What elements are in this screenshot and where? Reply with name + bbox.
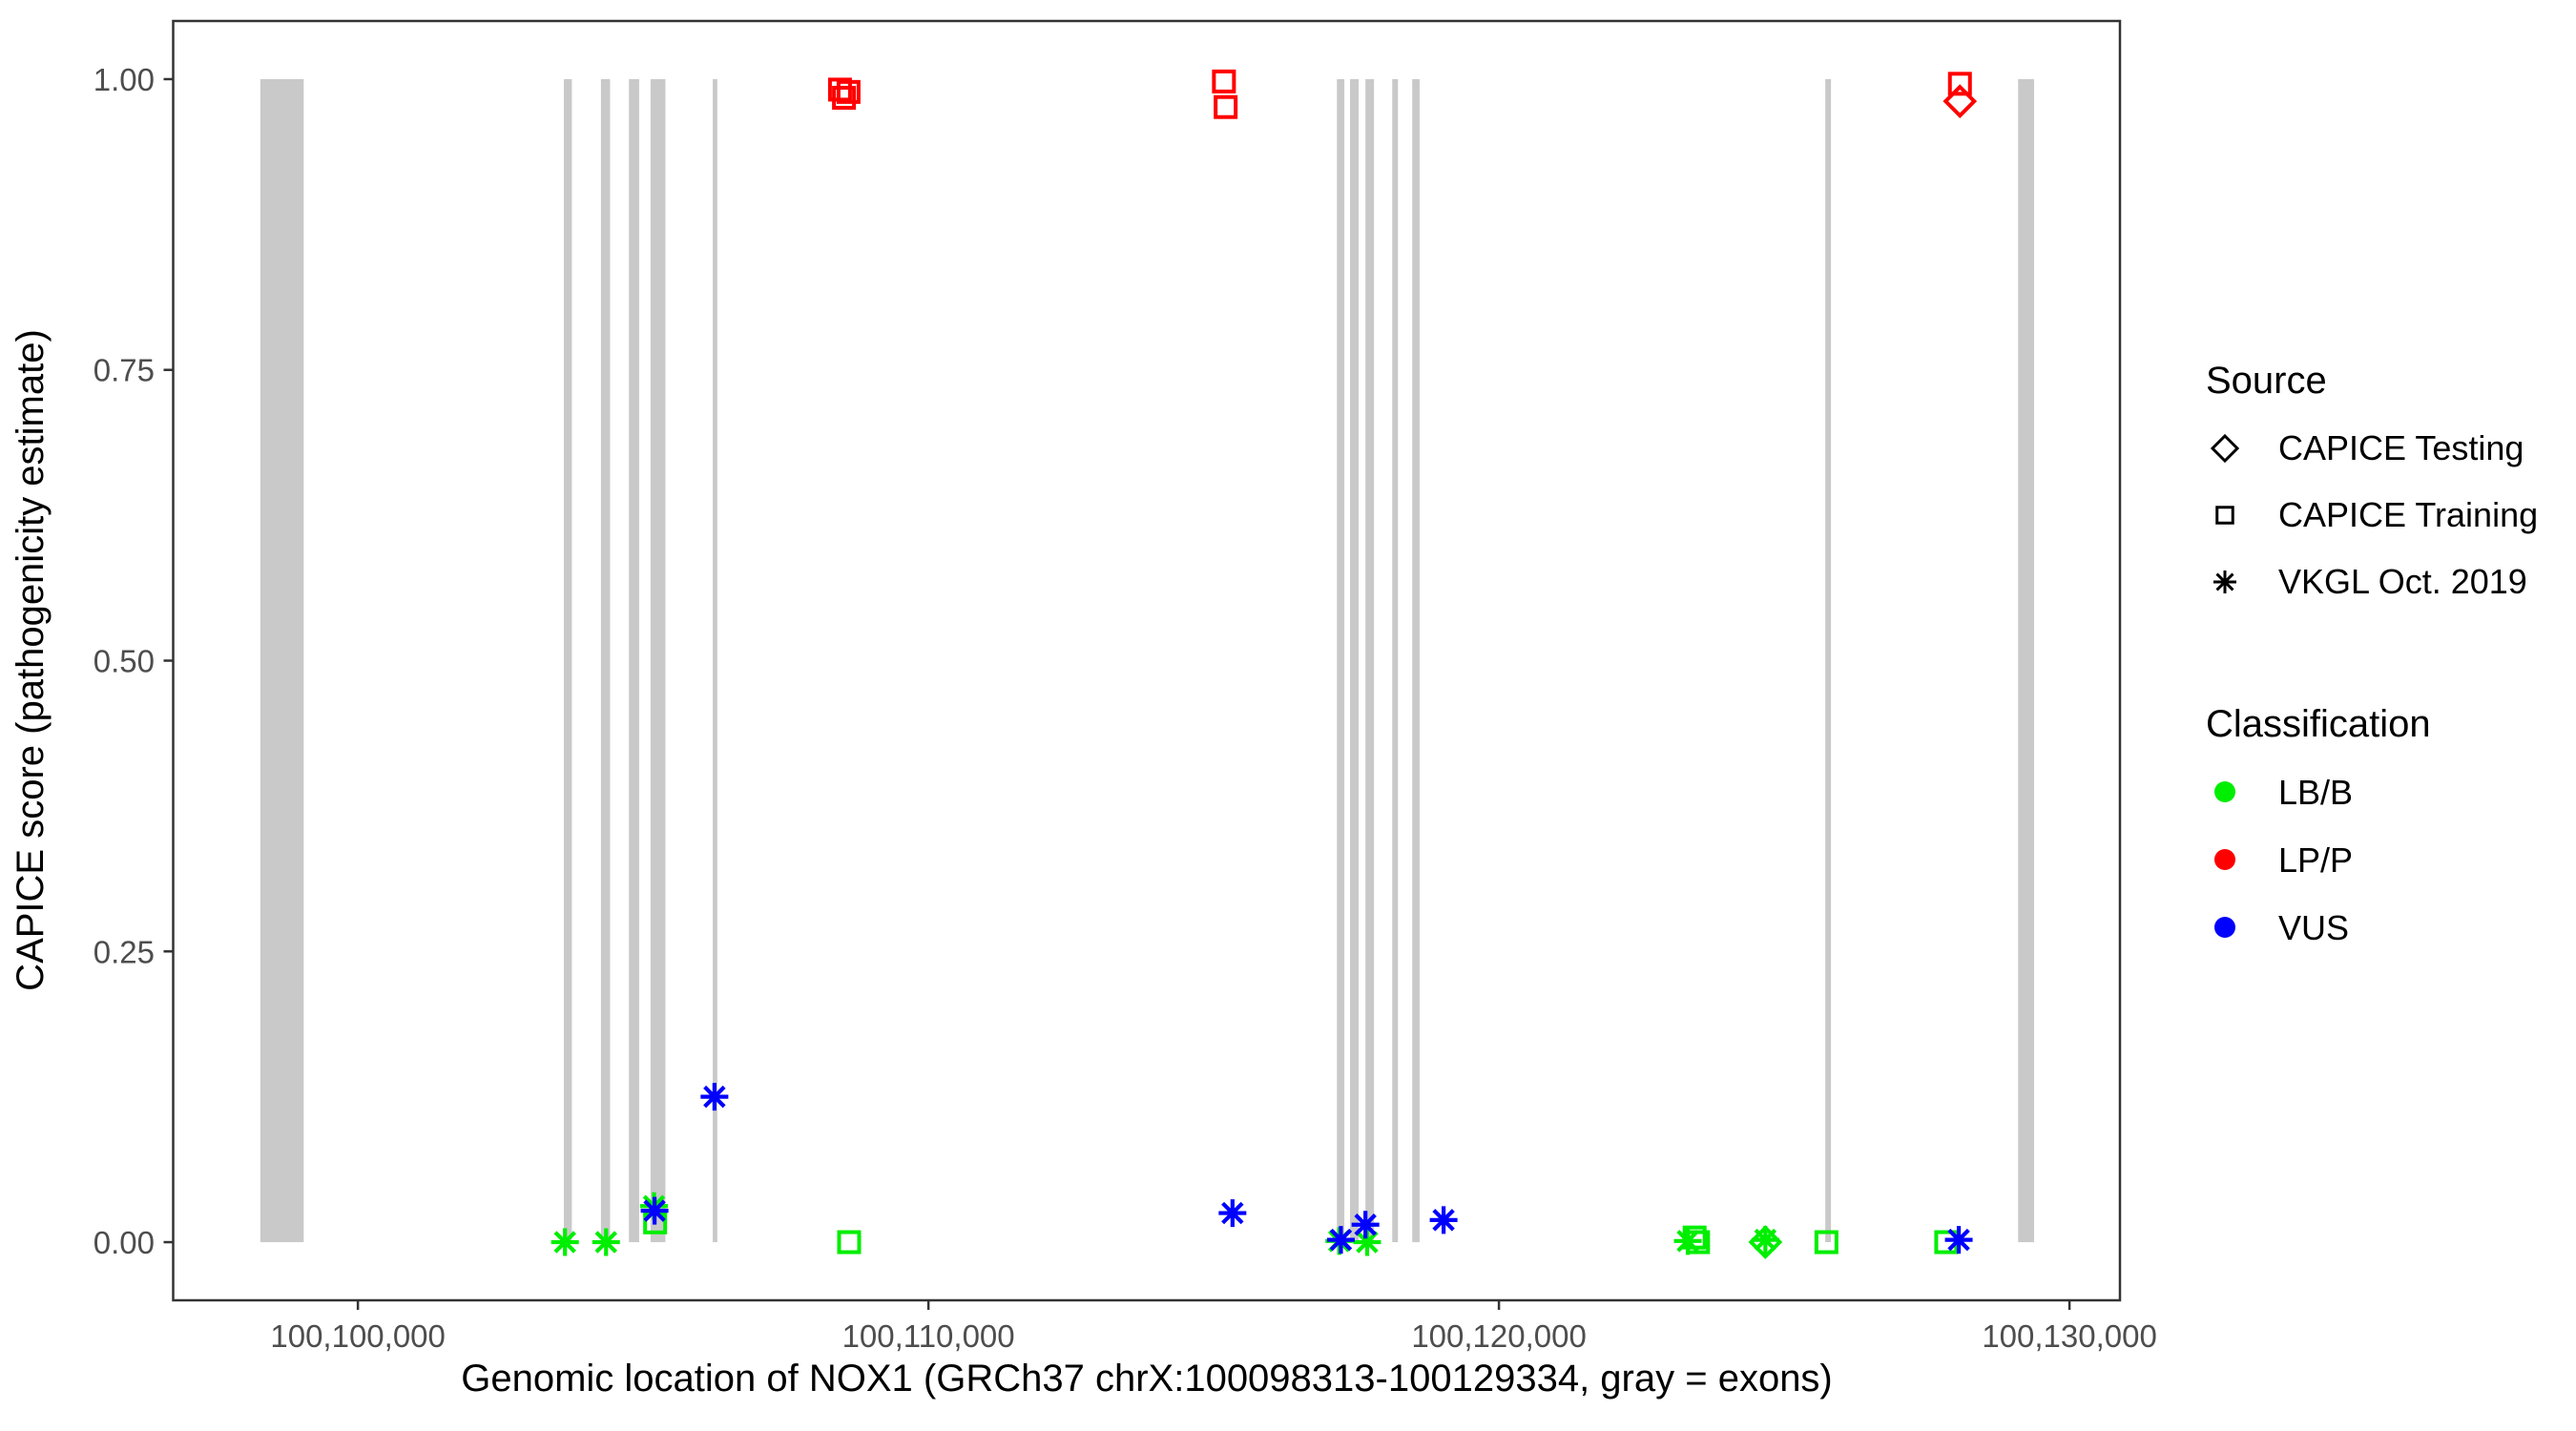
legend-source-item-label: VKGL Oct. 2019 [2278, 562, 2527, 601]
legend-classification-item-label: LB/B [2278, 773, 2353, 812]
y-tick-label: 0.25 [93, 934, 155, 969]
y-tick-label: 0.00 [93, 1225, 155, 1260]
legend-source-item-label: CAPICE Testing [2278, 428, 2524, 467]
y-tick-label: 0.75 [93, 353, 155, 388]
asterisk-marker [1353, 1228, 1381, 1256]
series-vkgl-oct-2019-vus [640, 1083, 1973, 1255]
exon-bar [650, 78, 666, 1243]
square-marker [1814, 1230, 1839, 1255]
square-marker [1947, 72, 1972, 96]
legend-source-title: Source [2206, 360, 2327, 402]
asterisk-marker [640, 1196, 669, 1225]
exon-bar [1350, 78, 1359, 1243]
exon-bar [600, 78, 611, 1243]
exon-bar [629, 78, 639, 1243]
exon-bar [1825, 78, 1832, 1243]
y-tick-label: 0.50 [93, 644, 155, 679]
y-axis-title: CAPICE score (pathogenicity estimate) [10, 329, 52, 991]
square-marker [1212, 69, 1236, 93]
legend-classification-item-label: LP/P [2278, 840, 2353, 880]
x-axis: 100,100,000 100,110,000 100,120,000 100,130… [270, 1300, 2157, 1354]
asterisk-marker [1429, 1206, 1458, 1234]
square-marker [836, 79, 861, 104]
diamond-marker [1748, 1225, 1783, 1259]
x-axis-title: Genomic location of NOX1 (GRCh37 chrX:10… [461, 1358, 1833, 1400]
legend-classification-item-label: VUS [2278, 908, 2349, 947]
asterisk-marker [1351, 1211, 1380, 1239]
x-tick-label: 100,120,000 [1411, 1318, 1587, 1354]
square-marker [1214, 94, 1238, 119]
square-marker [832, 85, 857, 110]
square-marker [837, 1230, 862, 1255]
series-capice-testing-lb-b [1748, 1225, 1783, 1259]
y-tick-label: 1.00 [93, 62, 155, 97]
exon-bar [1365, 78, 1375, 1243]
asterisk-marker [1751, 1226, 1779, 1255]
x-tick-label: 100,130,000 [1982, 1318, 2157, 1354]
dot-marker [2214, 849, 2235, 870]
asterisk-marker [1944, 1226, 1973, 1255]
x-tick-label: 100,110,000 [842, 1318, 1015, 1354]
asterisk-marker [700, 1083, 729, 1111]
asterisk-marker [2213, 570, 2236, 593]
y-axis: 0.00 0.25 0.50 0.75 1.00 [93, 62, 174, 1260]
square-marker [2215, 506, 2234, 525]
asterisk-marker [1326, 1226, 1355, 1255]
diamond-marker [2210, 433, 2240, 464]
exon-bar [260, 78, 304, 1243]
exon-bar [2018, 78, 2035, 1243]
diamond-marker [1942, 84, 1978, 118]
legend-classification-title: Classification [2206, 703, 2431, 745]
series-capice-training-lp-p [827, 69, 1972, 119]
exon-bar [713, 78, 717, 1243]
dot-marker [2214, 781, 2235, 802]
x-tick-label: 100,100,000 [270, 1318, 446, 1354]
legend-source-item-label: CAPICE Training [2278, 495, 2538, 534]
asterisk-marker [1673, 1227, 1702, 1255]
legend: Source CAPICE Testing CAPICE Training VKGL … [2206, 360, 2538, 947]
series-capice-testing-lp-p [1942, 84, 1978, 118]
exon-bars [260, 78, 2035, 1243]
asterisk-marker [551, 1228, 579, 1256]
asterisk-marker [592, 1228, 620, 1256]
dot-marker [2214, 917, 2235, 938]
data-points [551, 69, 1978, 1259]
exon-bar [563, 78, 572, 1243]
exon-bar [1337, 78, 1345, 1243]
exon-bar [1392, 78, 1399, 1243]
exon-bar [1412, 78, 1420, 1243]
asterisk-marker [1218, 1199, 1247, 1228]
